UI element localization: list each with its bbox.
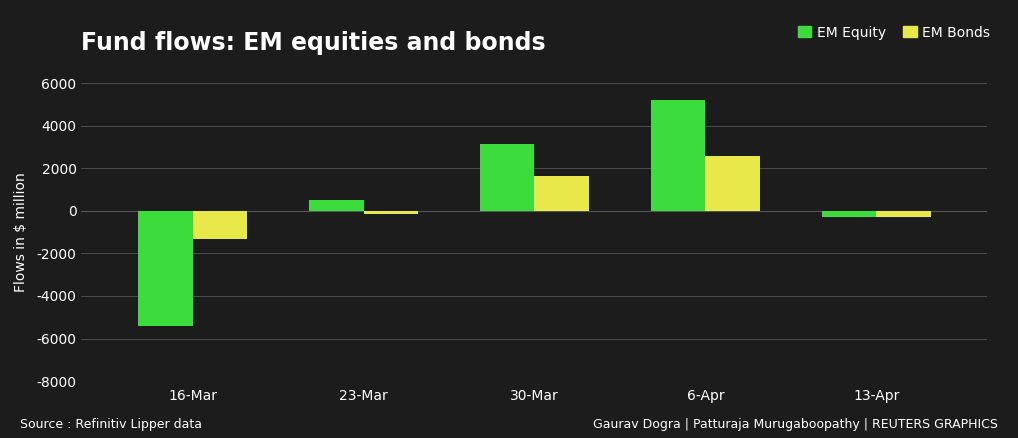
Bar — [308, 200, 363, 211]
Bar — [363, 211, 418, 214]
Bar — [651, 100, 705, 211]
Bar — [534, 176, 589, 211]
Bar — [192, 211, 247, 239]
Bar — [705, 155, 760, 211]
Text: Fund flows: EM equities and bonds: Fund flows: EM equities and bonds — [81, 31, 546, 55]
Y-axis label: Flows in $ million: Flows in $ million — [14, 172, 29, 292]
Bar — [479, 144, 534, 211]
Bar — [137, 211, 192, 326]
Bar — [822, 211, 876, 217]
Bar — [876, 211, 931, 217]
Text: Gaurav Dogra | Patturaja Murugaboopathy | REUTERS GRAPHICS: Gaurav Dogra | Patturaja Murugaboopathy … — [592, 418, 998, 431]
Text: Source : Refinitiv Lipper data: Source : Refinitiv Lipper data — [20, 418, 203, 431]
Legend: EM Equity, EM Bonds: EM Equity, EM Bonds — [792, 20, 996, 45]
